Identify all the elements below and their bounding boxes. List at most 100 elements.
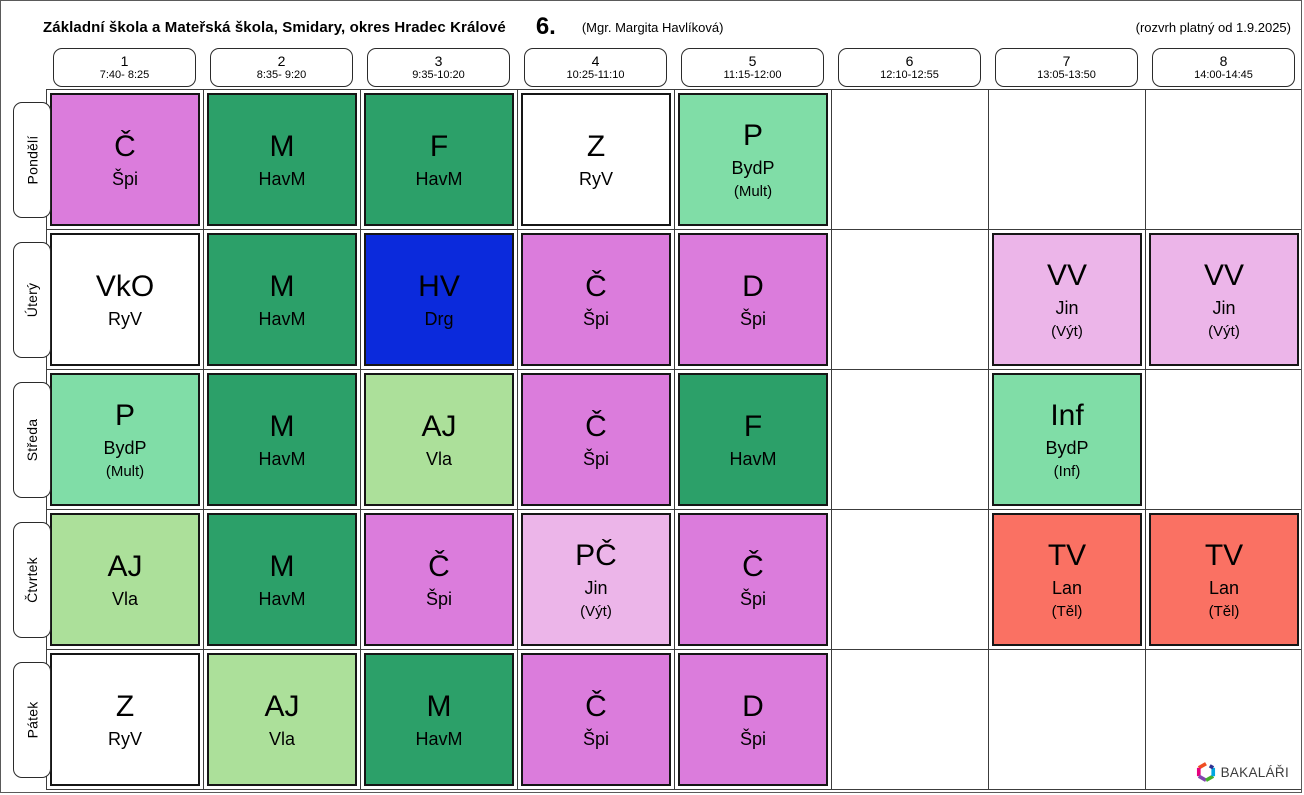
period-time: 8:35- 9:20 — [256, 69, 307, 81]
teacher-label: HavM — [258, 308, 306, 329]
lesson-cell: VV Jin (Výt) — [1146, 230, 1301, 370]
room-label: (Mult) — [733, 182, 773, 200]
teacher-label: Jin — [584, 577, 608, 598]
room-label: (Těl) — [1051, 602, 1083, 620]
lesson-card: Č Špi — [678, 513, 828, 646]
bakalari-logo-text: BAKALÁŘI — [1220, 764, 1289, 780]
subject-label: Č — [585, 269, 607, 303]
lesson-cell: F HavM — [361, 90, 518, 230]
period-header-box: 4 10:25-11:10 — [524, 48, 667, 87]
room-label: (Výt) — [1208, 322, 1240, 340]
teacher-label: Lan — [1208, 577, 1240, 598]
period-time: 9:35-10:20 — [412, 69, 465, 81]
lesson-card: Z RyV — [50, 653, 200, 786]
lesson-cell: Inf BydP (Inf) — [989, 370, 1146, 510]
period-header-box: 1 7:40- 8:25 — [53, 48, 196, 87]
period-header-row: 1 7:40- 8:25 2 8:35- 9:20 3 9:35-10:20 4… — [46, 48, 1301, 87]
lesson-cell: HV Drg — [361, 230, 518, 370]
subject-label: F — [743, 409, 763, 443]
subject-label: Č — [428, 549, 450, 583]
bakalari-hexagon-icon — [1196, 762, 1215, 782]
teacher-label: Špi — [582, 448, 609, 469]
period-time: 12:10-12:55 — [880, 69, 939, 81]
day-label-box: Čtvrtek — [13, 522, 51, 638]
lesson-card: Č Špi — [521, 373, 671, 506]
period-header-box: 3 9:35-10:20 — [367, 48, 510, 87]
subject-label: TV — [1204, 538, 1244, 572]
lesson-card: P BydP (Mult) — [50, 373, 200, 506]
lesson-cell: TV Lan (Těl) — [1146, 510, 1301, 650]
subject-label: M — [426, 689, 452, 723]
subject-label: VV — [1046, 258, 1088, 292]
subject-label: M — [269, 409, 295, 443]
school-name: Základní škola a Mateřská škola, Smidary… — [43, 18, 506, 36]
lesson-cell: Č Špi — [361, 510, 518, 650]
teacher-label: HavM — [415, 168, 463, 189]
validity-note: (rozvrh platný od 1.9.2025) — [1135, 19, 1291, 35]
teacher-label: Vla — [425, 448, 452, 469]
teacher-label: RyV — [107, 728, 142, 749]
lesson-cell: Č Špi — [675, 510, 832, 650]
lesson-card: VV Jin (Výt) — [1149, 233, 1299, 366]
period-time: 7:40- 8:25 — [99, 69, 150, 81]
period-header-box: 2 8:35- 9:20 — [210, 48, 353, 87]
period-time: 13:05-13:50 — [1037, 69, 1096, 81]
lesson-card: TV Lan (Těl) — [1149, 513, 1299, 646]
bakalari-logo: BAKALÁŘI — [1196, 762, 1289, 782]
lesson-cell: AJ Vla — [47, 510, 204, 650]
teacher-label: Drg — [424, 308, 454, 329]
room-label: (Mult) — [105, 462, 145, 480]
lesson-card: Č Špi — [50, 93, 200, 226]
subject-label: PČ — [575, 538, 617, 572]
day-label: Pondělí — [24, 135, 41, 185]
lesson-card: Č Špi — [364, 513, 514, 646]
period-number: 1 — [120, 53, 129, 69]
timetable-grid: Pondělí Č Špi M HavM F HavM Z RyV P BydP (Mult) Út… — [13, 89, 1301, 790]
lesson-card: D Špi — [678, 233, 828, 366]
subject-label: VV — [1203, 258, 1245, 292]
lesson-cell — [832, 230, 989, 370]
room-label: (Výt) — [580, 602, 612, 620]
day-row: Úterý VkO RyV M HavM HV Drg Č Špi D Špi VV Jin (Výt)… — [13, 230, 1301, 370]
subject-label: D — [742, 689, 764, 723]
lesson-cell: M HavM — [204, 370, 361, 510]
teacher-label: HavM — [258, 168, 306, 189]
lesson-cell — [989, 90, 1146, 230]
subject-label: F — [429, 129, 449, 163]
teacher-label: Jin — [1055, 297, 1079, 318]
lesson-card: PČ Jin (Výt) — [521, 513, 671, 646]
page-header: Základní škola a Mateřská škola, Smidary… — [43, 11, 1291, 43]
day-label-box: Pátek — [13, 662, 51, 778]
teacher-label: Vla — [111, 588, 138, 609]
lesson-cell: Č Špi — [518, 650, 675, 790]
lesson-cell — [1146, 650, 1301, 790]
teacher-label: BydP — [103, 437, 147, 458]
day-row: Pátek Z RyV AJ Vla M HavM Č Špi D Špi — [13, 650, 1301, 790]
lesson-cell — [832, 90, 989, 230]
lesson-cell: D Špi — [675, 230, 832, 370]
teacher-label: Špi — [111, 168, 138, 189]
lesson-card: F HavM — [678, 373, 828, 506]
period-time: 14:00-14:45 — [1194, 69, 1253, 81]
lesson-card: Inf BydP (Inf) — [992, 373, 1142, 506]
teacher-label: Špi — [582, 308, 609, 329]
period-number: 4 — [591, 53, 600, 69]
subject-label: P — [114, 398, 135, 432]
day-label-box: Úterý — [13, 242, 51, 358]
room-label: (Výt) — [1051, 322, 1083, 340]
lesson-card: VkO RyV — [50, 233, 200, 366]
lesson-card: Č Špi — [521, 653, 671, 786]
lesson-cell: M HavM — [361, 650, 518, 790]
day-row: Čtvrtek AJ Vla M HavM Č Špi PČ Jin (Výt) Č Špi TV La… — [13, 510, 1301, 650]
subject-label: P — [742, 118, 763, 152]
day-label-box: Středa — [13, 382, 51, 498]
lesson-cell: F HavM — [675, 370, 832, 510]
teacher-label: Jin — [1212, 297, 1236, 318]
period-time: 11:15-12:00 — [723, 69, 782, 81]
class-teacher-name: (Mgr. Margita Havlíková) — [581, 19, 724, 35]
lesson-card: P BydP (Mult) — [678, 93, 828, 226]
period-header-box: 8 14:00-14:45 — [1152, 48, 1295, 87]
subject-label: D — [742, 269, 764, 303]
period-number: 6 — [905, 53, 914, 69]
